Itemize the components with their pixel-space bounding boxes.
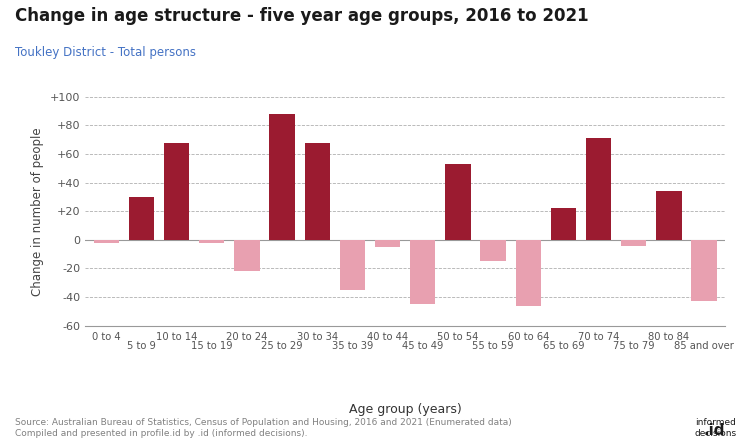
Text: 35 to 39: 35 to 39 <box>332 341 373 351</box>
Bar <box>586 138 611 240</box>
Text: 15 to 19: 15 to 19 <box>191 341 232 351</box>
Text: 65 to 69: 65 to 69 <box>542 341 584 351</box>
Text: 85 and over: 85 and over <box>674 341 734 351</box>
Bar <box>305 143 330 240</box>
Bar <box>164 143 189 240</box>
Text: 50 to 54: 50 to 54 <box>437 332 479 342</box>
Bar <box>235 240 260 271</box>
Text: 40 to 44: 40 to 44 <box>367 332 408 342</box>
Text: .id: .id <box>704 423 725 438</box>
Text: Source: Australian Bureau of Statistics, Census of Population and Housing, 2016 : Source: Australian Bureau of Statistics,… <box>15 418 511 438</box>
Text: informed
decisions: informed decisions <box>694 418 736 438</box>
Text: 55 to 59: 55 to 59 <box>472 341 514 351</box>
Bar <box>551 208 576 240</box>
Text: 80 to 84: 80 to 84 <box>648 332 690 342</box>
Text: 25 to 29: 25 to 29 <box>261 341 303 351</box>
Bar <box>375 240 400 247</box>
Bar <box>656 191 682 240</box>
Bar <box>480 240 505 261</box>
Bar <box>621 240 647 246</box>
Text: Change in age structure - five year age groups, 2016 to 2021: Change in age structure - five year age … <box>15 7 588 25</box>
Text: 0 to 4: 0 to 4 <box>92 332 121 342</box>
Text: 45 to 49: 45 to 49 <box>402 341 443 351</box>
Text: 60 to 64: 60 to 64 <box>508 332 549 342</box>
Text: 5 to 9: 5 to 9 <box>127 341 156 351</box>
Bar <box>129 197 154 240</box>
Bar <box>93 240 119 242</box>
Text: 10 to 14: 10 to 14 <box>156 332 198 342</box>
Text: 70 to 74: 70 to 74 <box>578 332 619 342</box>
Bar <box>269 114 295 240</box>
Bar <box>516 240 541 305</box>
Bar <box>445 164 471 240</box>
Y-axis label: Change in number of people: Change in number of people <box>31 127 44 296</box>
Text: 30 to 34: 30 to 34 <box>297 332 337 342</box>
Text: Toukley District - Total persons: Toukley District - Total persons <box>15 46 196 59</box>
Text: 75 to 79: 75 to 79 <box>613 341 655 351</box>
Bar <box>691 240 717 301</box>
Bar <box>199 240 224 242</box>
Text: 20 to 24: 20 to 24 <box>226 332 268 342</box>
Text: Age group (years): Age group (years) <box>349 403 462 416</box>
Bar <box>340 240 365 290</box>
Bar <box>410 240 435 304</box>
